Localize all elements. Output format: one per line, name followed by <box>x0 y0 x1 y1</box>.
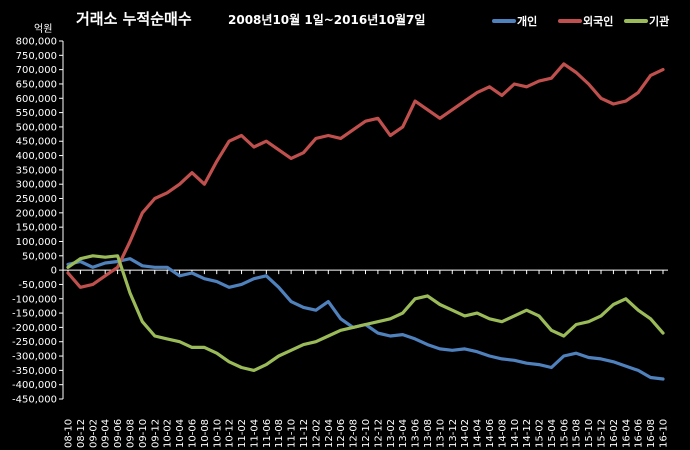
x-tick-label: 11-08 <box>274 419 285 448</box>
y-tick-label: -150,000 <box>12 309 57 320</box>
y-tick-label: 750,000 <box>16 51 57 62</box>
y-tick-label: 400,000 <box>16 151 57 162</box>
x-tick-label: 14-06 <box>485 419 496 448</box>
x-tick-label: 10-06 <box>187 419 198 448</box>
x-tick-label: 12-08 <box>349 419 360 448</box>
y-tick-label: 500,000 <box>16 122 57 133</box>
x-tick-label: 09-02 <box>88 419 99 448</box>
x-tick-label: 14-10 <box>510 419 521 448</box>
x-tick-label: 15-06 <box>559 419 570 448</box>
y-tick-label: -100,000 <box>12 294 57 305</box>
chart-title: 거래소 누적순매수 <box>76 10 192 28</box>
x-tick-label: 16-10 <box>659 419 670 448</box>
x-tick-label: 11-12 <box>299 419 310 448</box>
y-tick-label: 700,000 <box>16 65 57 76</box>
x-tick-label: 10-02 <box>163 419 174 448</box>
x-tick-label: 11-10 <box>287 419 298 448</box>
x-tick-label: 14-04 <box>473 419 484 448</box>
y-axis: 800,000 750,000 700,000 650,000 600,000 550,0… <box>12 37 64 406</box>
x-tick-label: 12-02 <box>311 419 322 448</box>
y-tick-label: -300,000 <box>12 352 57 363</box>
chart-subtitle: 2008년10월 1일~2016년10월7일 <box>228 12 425 27</box>
x-tick-label: 12-12 <box>373 419 384 448</box>
x-tick-label: 15-08 <box>572 419 583 448</box>
x-tick-label: 12-06 <box>336 419 347 448</box>
x-tick-label: 14-12 <box>522 419 533 448</box>
y-tick-label: 650,000 <box>16 79 57 90</box>
x-tick-label: 15-10 <box>584 419 595 448</box>
x-tick-label: 08-10 <box>64 419 75 448</box>
x-tick-label: 11-06 <box>262 419 273 448</box>
y-tick-label: 50,000 <box>22 251 57 262</box>
legend-label: 개인 <box>517 14 537 28</box>
legend-label: 외국인 <box>583 14 613 28</box>
x-tick-label: 09-04 <box>101 419 112 448</box>
x-tick-label: 15-02 <box>535 419 546 448</box>
y-tick-label: 450,000 <box>16 137 57 148</box>
y-tick-label: -350,000 <box>12 366 57 377</box>
series-group <box>66 62 665 381</box>
x-tick-label: 14-02 <box>460 419 471 448</box>
x-tick-label: 10-04 <box>175 419 186 448</box>
y-tick-label: -450,000 <box>12 395 57 406</box>
y-tick-label: 350,000 <box>16 165 57 176</box>
x-axis: 08-10 08-12 09-02 09-04 09-06 09-08 09-10 09-12… <box>63 269 670 448</box>
y-tick-label: 200,000 <box>16 208 57 219</box>
x-tick-label: 10-12 <box>225 419 236 448</box>
x-tick-label: 16-06 <box>634 419 645 448</box>
x-tick-label: 16-04 <box>621 419 632 448</box>
y-tick-label: 250,000 <box>16 194 57 205</box>
x-tick-label: 09-08 <box>125 419 136 448</box>
y-tick-label: -400,000 <box>12 380 57 391</box>
x-tick-label: 10-08 <box>200 419 211 448</box>
y-tick-label: 600,000 <box>16 94 57 105</box>
x-tick-label: 16-08 <box>646 419 657 448</box>
x-tick-label: 08-12 <box>76 419 87 448</box>
x-tick-label: 12-04 <box>324 419 335 448</box>
y-tick-label: 550,000 <box>16 108 57 119</box>
x-tick-label: 09-10 <box>138 419 149 448</box>
x-tick-label: 11-04 <box>249 419 260 448</box>
x-tick-label: 15-04 <box>547 419 558 448</box>
y-tick-label: -50,000 <box>18 280 57 291</box>
x-tick-label: 13-08 <box>423 419 434 448</box>
legend-label: 기관 <box>649 14 669 28</box>
x-tick-label: 11-02 <box>237 419 248 448</box>
x-tick-label: 15-12 <box>597 419 608 448</box>
legend: 개인 외국인 기관 <box>492 14 669 28</box>
y-tick-label: -250,000 <box>12 337 57 348</box>
x-tick-label: 14-08 <box>497 419 508 448</box>
y-tick-label: 800,000 <box>16 37 57 48</box>
x-tick-label: 13-10 <box>435 419 446 448</box>
y-tick-label: -200,000 <box>12 323 57 334</box>
y-tick-label: 100,000 <box>16 237 57 248</box>
x-tick-label: 10-10 <box>212 419 223 448</box>
x-tick-label: 13-04 <box>398 419 409 448</box>
series-line-2 <box>66 62 665 289</box>
y-tick-label: 0 <box>51 266 57 277</box>
y-axis-unit-label: 억원 <box>34 23 52 35</box>
series-line-3 <box>66 254 665 372</box>
x-tick-label: 13-06 <box>411 419 422 448</box>
x-tick-label: 16-02 <box>609 419 620 448</box>
x-tick-label: 09-06 <box>113 419 124 448</box>
x-tick-label: 09-12 <box>150 419 161 448</box>
y-tick-label: 150,000 <box>16 223 57 234</box>
x-tick-label: 13-02 <box>386 419 397 448</box>
x-tick-label: 13-12 <box>448 419 459 448</box>
x-tick-label: 12-10 <box>361 419 372 448</box>
y-tick-label: 300,000 <box>16 180 57 191</box>
